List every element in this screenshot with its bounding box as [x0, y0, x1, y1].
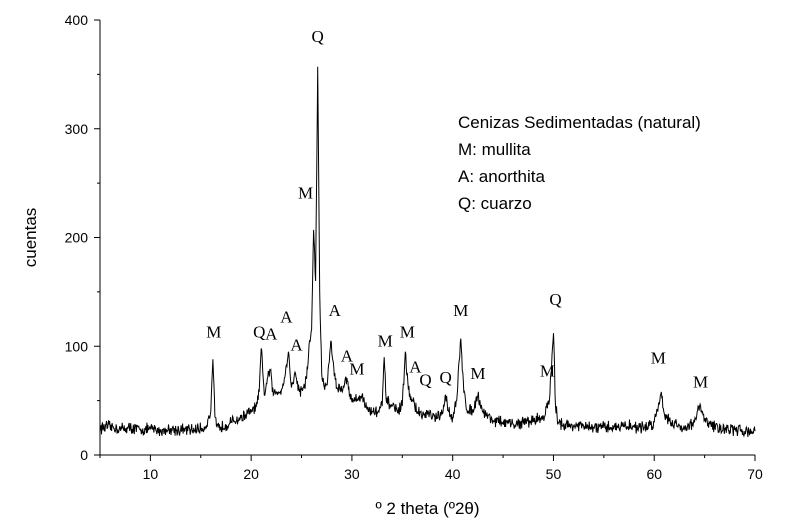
- peak-label-M: M: [651, 349, 666, 368]
- legend-line-1: M: mullita: [458, 140, 531, 159]
- y-tick-label-400: 400: [65, 12, 89, 28]
- y-tick-label-200: 200: [65, 230, 89, 246]
- xrd-series-line: [99, 66, 756, 438]
- peak-label-Q: Q: [549, 290, 561, 309]
- peak-label-Q: Q: [439, 368, 451, 387]
- peak-label-A: A: [290, 336, 303, 355]
- peak-label-A: A: [409, 357, 422, 376]
- legend-line-0: Cenizas Sedimentadas (natural): [458, 113, 701, 132]
- x-tick-label-60: 60: [646, 466, 662, 482]
- series-layer: [99, 66, 756, 438]
- peak-label-M: M: [453, 301, 468, 320]
- peak-label-M: M: [378, 331, 393, 350]
- peak-label-Q: Q: [312, 27, 324, 46]
- peak-label-M: M: [470, 364, 485, 383]
- y-axis-label: cuentas: [21, 208, 40, 268]
- peak-label-M: M: [349, 360, 364, 379]
- y-tick-label-0: 0: [80, 447, 88, 463]
- peak-label-Q: Q: [419, 370, 431, 389]
- peak-label-A: A: [265, 325, 278, 344]
- legend-line-2: A: anorthita: [458, 167, 545, 186]
- x-tick-label-70: 70: [747, 466, 763, 482]
- plot-frame: [99, 20, 755, 456]
- x-tick-label-10: 10: [143, 466, 159, 482]
- peak-label-M: M: [693, 373, 708, 392]
- x-axis-label: º 2 theta (º2θ): [375, 499, 479, 518]
- axes: 10 20 30 40 50 60 70 0 100 200 300 400: [65, 12, 763, 482]
- peak-label-M: M: [206, 323, 221, 342]
- x-tick-label-40: 40: [445, 466, 461, 482]
- x-tick-label-20: 20: [243, 466, 259, 482]
- peak-label-M: M: [540, 362, 555, 381]
- x-tick-label-30: 30: [344, 466, 360, 482]
- legend: Cenizas Sedimentadas (natural) M: mullita…: [458, 113, 701, 213]
- peak-label-A: A: [280, 307, 293, 326]
- peak-label-M: M: [298, 183, 313, 202]
- legend-line-3: Q: cuarzo: [458, 194, 532, 213]
- peak-label-A: A: [329, 301, 342, 320]
- peak-label-Q: Q: [253, 323, 265, 342]
- peak-label-A: A: [341, 346, 354, 365]
- peak-label-M: M: [400, 323, 415, 342]
- y-tick-label-100: 100: [65, 338, 89, 354]
- y-tick-label-300: 300: [65, 121, 89, 137]
- x-tick-label-50: 50: [546, 466, 562, 482]
